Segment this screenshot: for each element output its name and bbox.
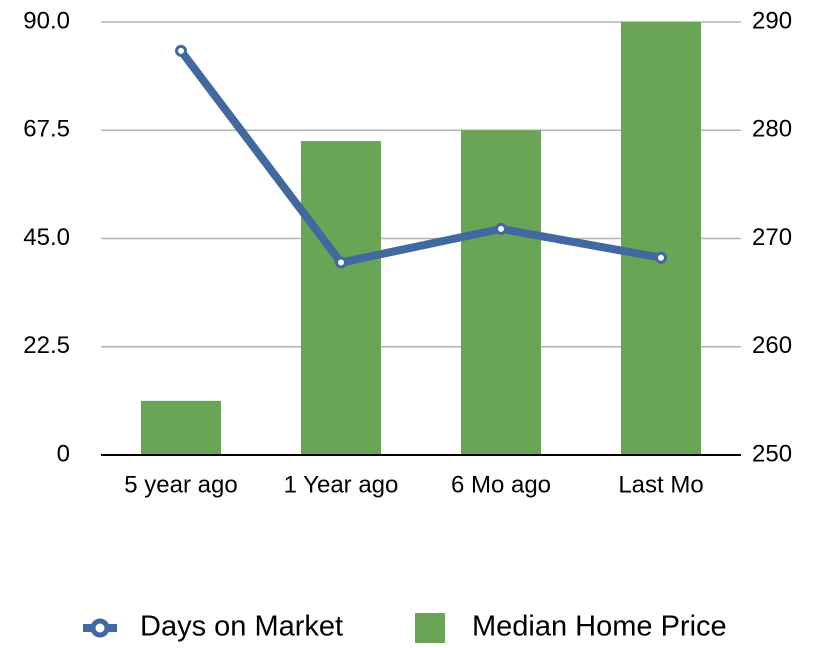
bar [141,400,221,455]
y2-tick-label: 260 [752,332,792,359]
y2-tick-label: 250 [752,440,792,467]
marker [495,222,507,235]
y-tick-label: 0 [57,440,70,467]
x-tick-label: Last Mo [618,471,703,498]
x-tick-label: 1 Year ago [284,471,399,498]
legend-swatch [90,618,110,638]
legend-swatch [415,613,445,643]
bar [301,141,381,455]
bar [621,22,701,455]
y2-tick-label: 270 [752,224,792,251]
x-tick-label: 5 year ago [124,471,237,498]
x-tick-label: 6 Mo ago [451,471,551,498]
marker [335,256,347,269]
y-tick-label: 90.0 [23,7,70,34]
marker [655,251,667,264]
marker [175,44,187,57]
bar [461,130,541,455]
y-tick-label: 45.0 [23,224,70,251]
y-tick-label: 67.5 [23,116,70,143]
y2-tick-label: 280 [752,116,792,143]
legend-label: Median Home Price [472,611,727,643]
line [177,48,662,267]
legend-label: Days on Market [140,611,343,643]
y2-tick-label: 290 [752,7,792,34]
y-tick-label: 22.5 [23,332,70,359]
